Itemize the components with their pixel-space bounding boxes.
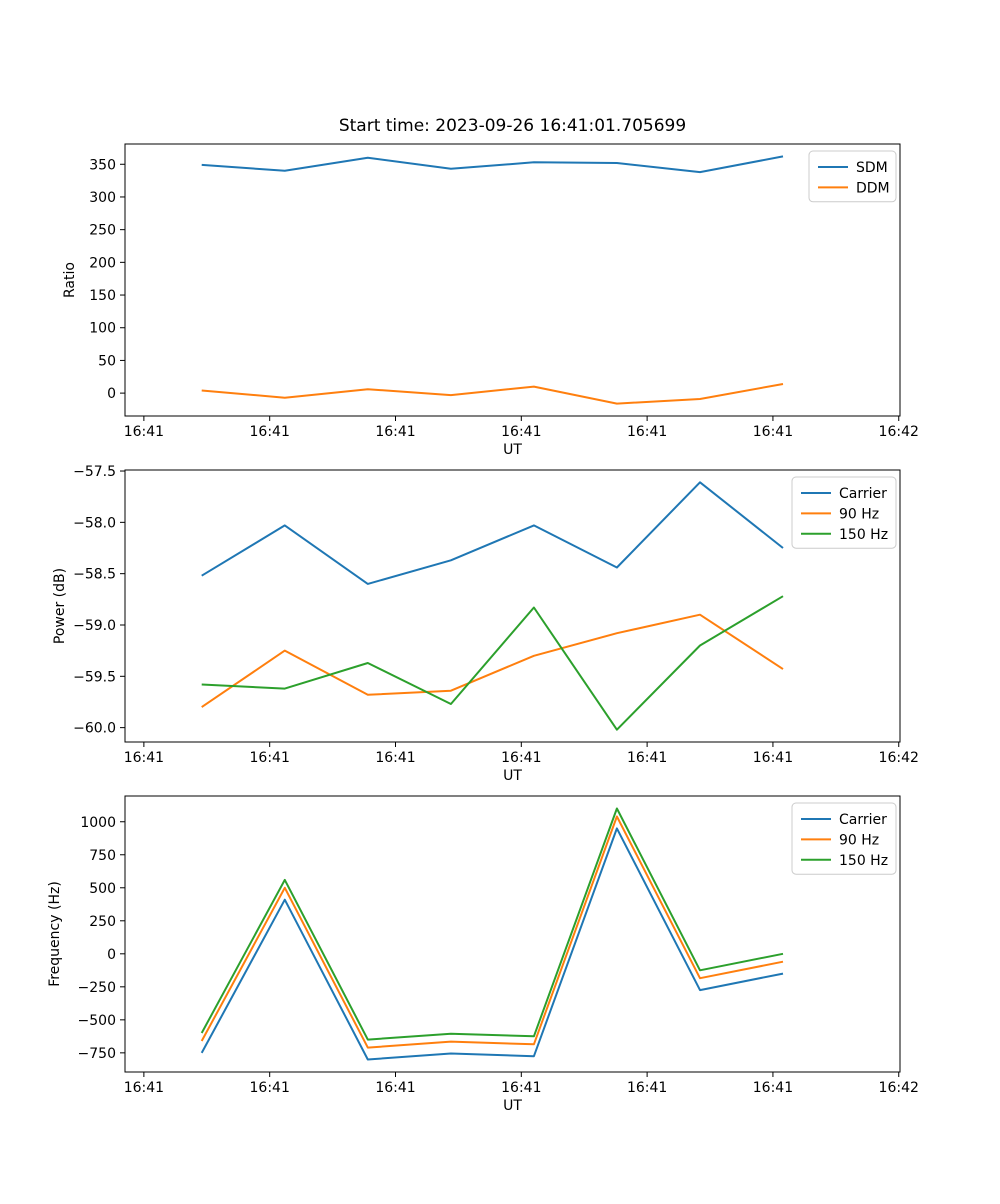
legend-label: DDM (856, 180, 890, 196)
legend-box (808, 150, 897, 203)
y-tick-label: 0 (107, 386, 116, 402)
x-axis-label: UT (503, 768, 522, 784)
y-tick-label: 50 (98, 353, 116, 369)
x-tick-label: 16:41 (250, 424, 290, 440)
y-tick-label: −57.5 (73, 464, 116, 480)
legend-label: Carrier (839, 812, 887, 828)
y-tick-label: 350 (89, 157, 116, 173)
legend-label: 90 Hz (839, 506, 879, 522)
y-axis-label: Ratio (62, 262, 78, 298)
axes-spines (124, 469, 901, 743)
x-tick-label: 16:42 (879, 424, 919, 440)
x-tick-label: 16:41 (124, 424, 164, 440)
y-tick-label: 0 (107, 947, 116, 963)
y-tick-label: 200 (89, 255, 116, 271)
series-line-150-hz (200, 807, 784, 1041)
legend-box (791, 802, 897, 875)
legend-label: 150 Hz (839, 853, 888, 869)
y-axis-label: Power (dB) (52, 568, 68, 644)
x-tick-label: 16:41 (375, 750, 415, 766)
y-axis-label: Frequency (Hz) (47, 881, 63, 987)
x-tick-label: 16:41 (375, 424, 415, 440)
figure-title: Start time: 2023-09-26 16:41:01.705699 (339, 116, 686, 136)
x-tick-label: 16:41 (501, 1080, 541, 1096)
y-tick-label: 250 (89, 223, 116, 239)
y-tick-label: −250 (78, 980, 116, 996)
series-line-90-hz (200, 815, 784, 1049)
series-line-carrier (200, 827, 784, 1061)
x-tick-label: 16:41 (753, 1080, 793, 1096)
y-tick-label: 750 (89, 848, 116, 864)
axes-spines (124, 795, 901, 1073)
x-tick-label: 16:41 (627, 424, 667, 440)
x-axis-label: UT (503, 442, 522, 458)
y-tick-label: 100 (89, 321, 116, 337)
y-tick-label: −750 (78, 1046, 116, 1062)
y-tick-label: 1000 (80, 815, 116, 831)
x-tick-label: 16:41 (250, 1080, 290, 1096)
series-line-carrier (201, 481, 784, 585)
x-tick-label: 16:42 (879, 750, 919, 766)
y-tick-label: 300 (89, 190, 116, 206)
legend-label: SDM (856, 160, 888, 176)
series-line-sdm (201, 155, 784, 174)
y-tick-label: −58.5 (73, 567, 116, 583)
y-tick-label: −60.0 (73, 721, 116, 737)
subplot-1: 0 50 100 150 200 250 300 350 16:41 16:41 16:41 16:4… (62, 143, 919, 458)
y-tick-label: 150 (89, 288, 116, 304)
x-axis-label: UT (503, 1098, 522, 1114)
x-tick-label: 16:41 (501, 424, 541, 440)
y-tick-label: −59.0 (73, 618, 116, 634)
x-tick-label: 16:41 (124, 750, 164, 766)
y-tick-label: 250 (89, 914, 116, 930)
x-tick-label: 16:41 (375, 1080, 415, 1096)
legend-label: 90 Hz (839, 832, 879, 848)
axes-spines (124, 143, 901, 417)
y-tick-label: 500 (89, 881, 116, 897)
legend-label: 150 Hz (839, 527, 888, 543)
x-tick-label: 16:41 (124, 1080, 164, 1096)
x-tick-label: 16:41 (627, 750, 667, 766)
x-tick-label: 16:41 (250, 750, 290, 766)
y-tick-label: −58.0 (73, 515, 116, 531)
legend-label: Carrier (839, 486, 887, 502)
x-tick-label: 16:41 (627, 1080, 667, 1096)
y-tick-label: −59.5 (73, 669, 116, 685)
x-tick-label: 16:42 (879, 1080, 919, 1096)
x-tick-label: 16:41 (753, 424, 793, 440)
x-tick-label: 16:41 (753, 750, 793, 766)
subplot-2: −60.0 −59.5 −59.0 −58.5 −58.0 −57.5 16:41 16:41… (52, 464, 919, 784)
series-line-ddm (201, 383, 784, 405)
y-tick-label: −500 (78, 1013, 116, 1029)
series-line-150-hz (201, 595, 784, 731)
series-line-90-hz (201, 613, 784, 708)
subplot-3: −750 −500 −250 0 250 500 750 1000 16:41 16:41 16:4… (47, 795, 919, 1114)
legend-box (791, 476, 897, 549)
x-tick-label: 16:41 (501, 750, 541, 766)
